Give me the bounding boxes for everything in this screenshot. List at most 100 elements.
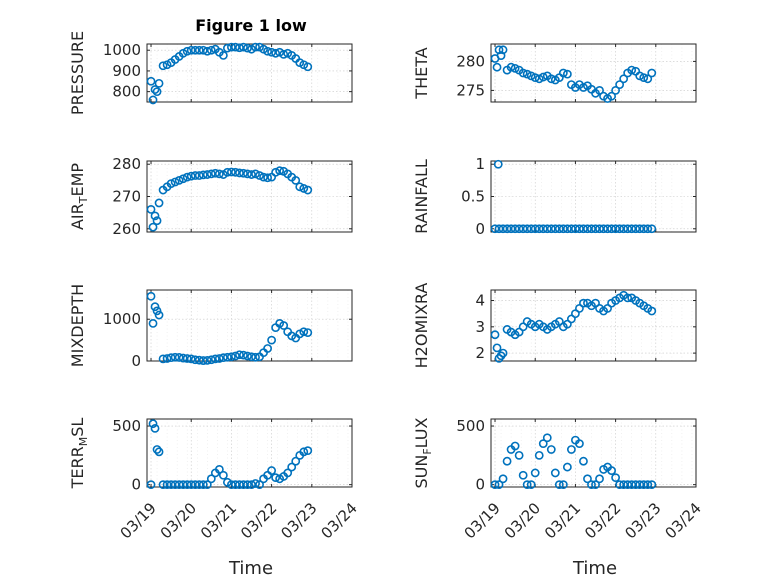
data-point: [615, 80, 625, 89]
x-tick-label: 03/23: [277, 499, 320, 542]
data-point: [231, 351, 240, 361]
data-point: [627, 224, 637, 234]
y-axis-label: THETA: [412, 47, 431, 99]
data-point: [194, 45, 204, 55]
data-point: [275, 166, 285, 176]
data-point: [152, 87, 162, 97]
y-axis-label: MIXDEPTH: [68, 284, 87, 367]
data-point: [542, 433, 552, 443]
data-point: [639, 73, 649, 83]
data-point: [587, 480, 596, 490]
data-point: [210, 168, 220, 178]
data-point: [607, 466, 616, 475]
data-point: [619, 74, 629, 84]
figure-title: Figure 1 low: [195, 16, 307, 35]
data-point: [170, 177, 180, 187]
data-point: [546, 224, 556, 234]
data-point: [255, 480, 264, 490]
x-tick-label: 03/19: [461, 499, 504, 542]
data-point: [631, 480, 641, 490]
data-point: [150, 211, 160, 221]
data-point: [218, 50, 228, 60]
data-point: [291, 175, 301, 185]
y-tick-label: 1: [475, 155, 485, 173]
data-point: [174, 353, 184, 362]
data-point: [263, 46, 272, 56]
data-point: [303, 185, 313, 195]
data-point: [502, 224, 512, 234]
y-tick-label: 275: [456, 81, 485, 99]
y-tick-label: 500: [112, 417, 141, 435]
data-point: [158, 61, 168, 71]
data-point: [583, 224, 592, 234]
x-tick-label: 03/20: [501, 499, 544, 542]
y-axis-label: AIRTEMP: [68, 163, 90, 230]
data-point: [542, 224, 552, 234]
data-point: [643, 480, 653, 490]
data-point: [259, 172, 268, 182]
data-point: [299, 184, 309, 193]
x-tick-label: 03/22: [237, 499, 280, 542]
data-point: [206, 169, 216, 179]
data-point: [170, 352, 180, 362]
data-point: [514, 450, 524, 460]
data-point: [148, 419, 158, 429]
data-point: [627, 65, 637, 75]
data-point: [647, 68, 657, 78]
data-point: [251, 42, 260, 52]
data-point: [558, 68, 568, 78]
data-point: [627, 480, 637, 490]
data-point: [222, 43, 232, 53]
data-point: [566, 445, 576, 454]
data-point: [546, 445, 556, 454]
data-point: [526, 224, 536, 234]
data-point: [247, 352, 256, 362]
data-point: [631, 224, 641, 234]
data-point: [558, 224, 568, 234]
data-point: [190, 480, 200, 490]
data-point: [526, 71, 536, 81]
data-point: [235, 350, 244, 360]
y-axis-label: H2OMIXRA: [412, 283, 431, 369]
data-point: [502, 456, 512, 466]
data-point: [227, 42, 236, 52]
data-point: [152, 445, 162, 454]
data-point: [299, 447, 309, 457]
data-point: [214, 169, 224, 179]
data-point: [550, 224, 560, 234]
data-point: [558, 480, 568, 490]
data-point: [623, 293, 633, 303]
data-point: [198, 356, 208, 365]
data-point: [550, 468, 560, 478]
data-point: [202, 170, 212, 179]
data-point: [611, 86, 621, 95]
data-point: [235, 168, 244, 178]
x-tick-label: 03/24: [318, 499, 361, 542]
data-point: [198, 45, 208, 55]
data-point: [283, 468, 293, 478]
data-point: [498, 348, 508, 358]
data-point: [231, 167, 240, 177]
data-point: [146, 76, 156, 86]
data-point: [235, 480, 244, 490]
data-point: [267, 47, 277, 57]
data-point: [148, 95, 158, 105]
data-point: [579, 224, 588, 234]
data-point: [239, 480, 248, 490]
data-point: [522, 480, 532, 490]
data-point: [510, 63, 520, 73]
data-point: [635, 224, 645, 234]
axes-box: [490, 289, 697, 362]
data-point: [506, 62, 516, 72]
y-tick-label: 900: [112, 62, 141, 80]
x-tick-label: 03/19: [117, 499, 160, 542]
x-tick-label: 03/21: [541, 499, 584, 542]
data-point: [206, 355, 216, 365]
data-point: [158, 354, 168, 364]
x-axis-label-right: Time: [572, 558, 617, 579]
data-point: [534, 74, 544, 84]
data-point: [595, 474, 604, 484]
